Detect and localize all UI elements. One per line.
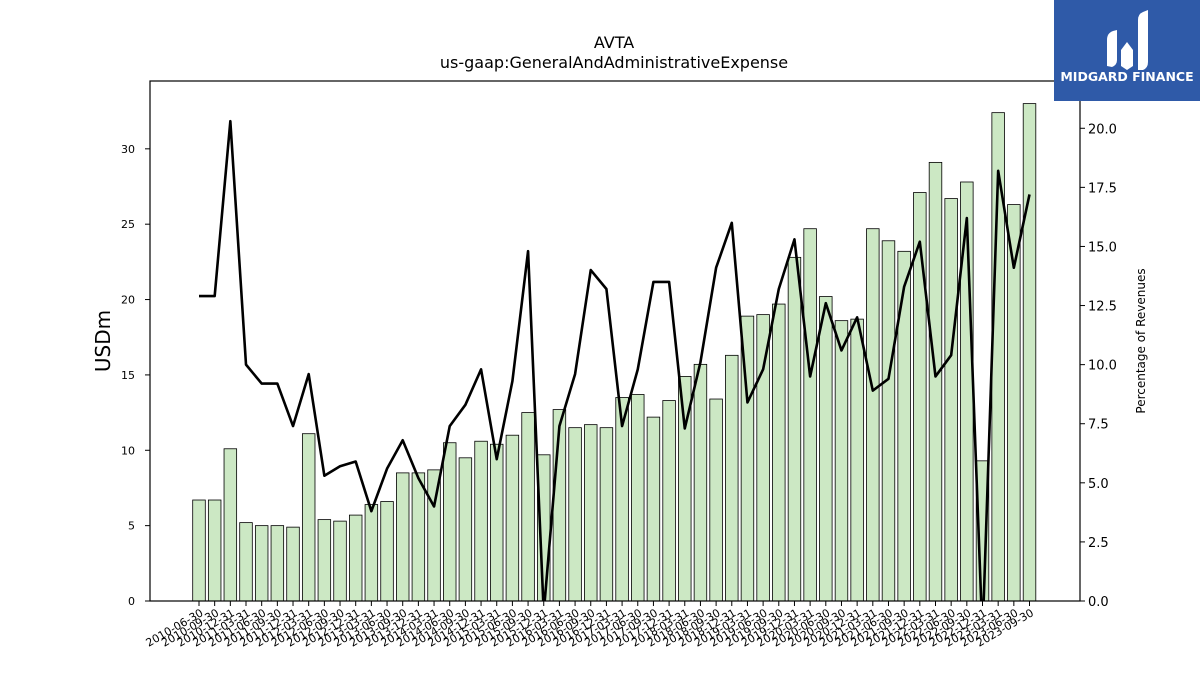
brand-logo: MIDGARD FINANCE: [1054, 0, 1200, 101]
bar: [506, 435, 519, 601]
bar: [631, 395, 644, 601]
bar: [616, 398, 629, 601]
y-right-tick-label: 7.5: [1088, 418, 1109, 433]
y-tick-label: 5: [128, 520, 135, 533]
bar: [710, 399, 723, 601]
bar: [334, 521, 347, 601]
bar: [193, 500, 206, 601]
bar: [271, 526, 284, 601]
y-tick-label: 10: [121, 444, 135, 457]
bar: [240, 523, 253, 601]
bar: [349, 515, 362, 601]
chart-subtitle: us-gaap:GeneralAndAdministrativeExpense: [440, 53, 788, 72]
bar: [835, 321, 848, 601]
bar: [851, 319, 864, 601]
bar: [929, 162, 942, 601]
y-right-tick-label: 5.0: [1088, 477, 1109, 492]
y-right-tick-label: 0.0: [1088, 595, 1109, 610]
bar: [584, 425, 597, 601]
bar: [882, 241, 895, 601]
bar: [318, 520, 331, 601]
bar: [287, 527, 300, 601]
bar: [490, 444, 503, 601]
y-axis-left: 0 5 10 15 20 25 30: [121, 143, 150, 608]
bar: [820, 297, 833, 601]
bar: [647, 417, 660, 601]
bar: [757, 315, 770, 601]
bar: [302, 434, 315, 601]
y-tick-label: 30: [121, 143, 135, 156]
bar: [1023, 104, 1036, 601]
y-right-tick-label: 15.0: [1088, 240, 1117, 255]
y-right-tick-label: 2.5: [1088, 536, 1109, 551]
y-tick-label: 25: [121, 218, 135, 231]
bar: [788, 257, 801, 601]
bar: [898, 251, 911, 601]
bar: [600, 428, 613, 601]
y-axis-right: 0.0 2.5 5.0 7.5 10.0 12.5 15.0 17.5 20.0: [1080, 122, 1117, 610]
bar: [945, 199, 958, 601]
brand-name: MIDGARD FINANCE: [1060, 69, 1193, 84]
x-axis: 2010-06-302010-09-302010-12-312011-03-31…: [144, 601, 1036, 650]
y-tick-label: 15: [121, 369, 135, 382]
bar: [208, 500, 221, 601]
bar: [396, 473, 409, 601]
y-axis-label-right: Percentage of Revenues: [1134, 268, 1148, 413]
bar: [804, 229, 817, 601]
y-right-tick-label: 12.5: [1088, 300, 1117, 315]
y-right-tick-label: 17.5: [1088, 181, 1117, 196]
bar: [663, 401, 676, 601]
bar: [772, 304, 785, 601]
bar: [412, 473, 425, 601]
y-axis-label: USDm: [91, 310, 115, 372]
y-tick-label: 20: [121, 294, 135, 307]
y-right-tick-label: 20.0: [1088, 122, 1117, 137]
y-right-tick-label: 10.0: [1088, 359, 1117, 374]
bar: [569, 428, 582, 601]
bar: [867, 229, 880, 601]
bar: [381, 502, 394, 601]
bar: [255, 526, 268, 601]
bar: [224, 449, 237, 601]
bar: [459, 458, 472, 601]
bar: [725, 355, 738, 601]
y-tick-label: 0: [128, 595, 135, 608]
chart: AVTA us-gaap:GeneralAndAdministrativeExp…: [0, 0, 1200, 675]
chart-title: AVTA: [594, 33, 634, 52]
bar: [694, 364, 707, 601]
bar: [522, 413, 535, 601]
bar: [365, 505, 378, 601]
bar: [443, 443, 456, 601]
bar: [475, 441, 488, 601]
